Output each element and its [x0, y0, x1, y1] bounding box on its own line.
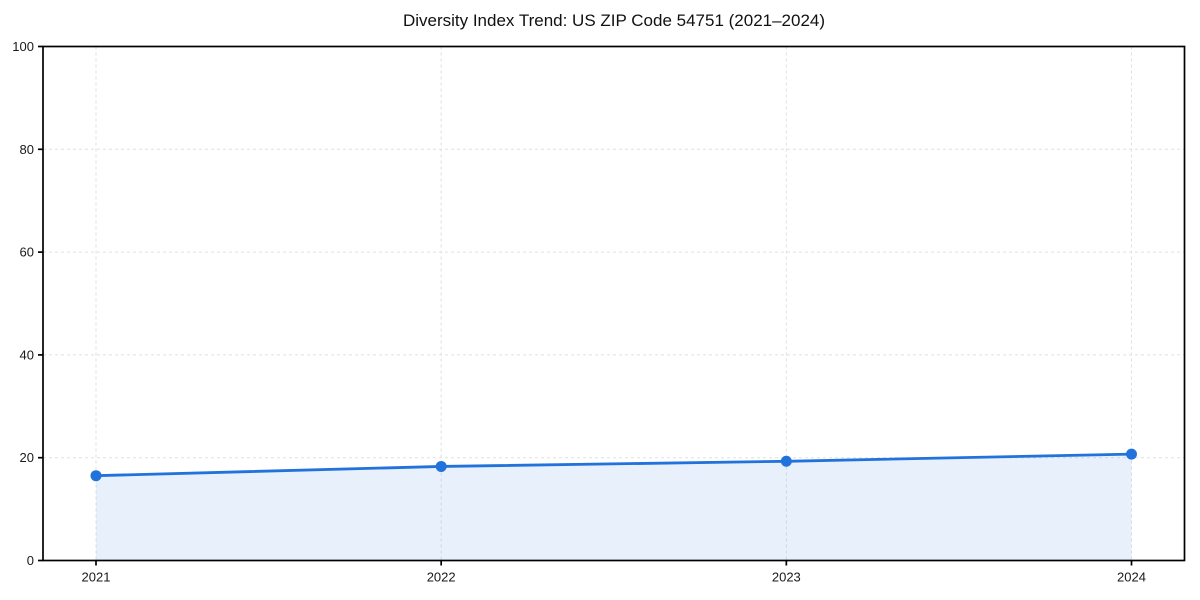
y-tick-label: 80	[20, 142, 34, 157]
y-tick-label: 100	[12, 39, 34, 54]
chart-title: Diversity Index Trend: US ZIP Code 54751…	[402, 11, 826, 30]
plot-border	[42, 45, 1186, 562]
y-tick-label: 40	[20, 347, 34, 362]
x-tick-label: 2021	[82, 570, 111, 585]
y-tick-label: 60	[20, 245, 34, 260]
y-tick-label: 20	[20, 450, 34, 465]
x-tick-label: 2023	[772, 570, 801, 585]
data-point-2024	[1126, 448, 1137, 460]
y-tick-label: 0	[27, 553, 34, 568]
area-fill	[96, 454, 1132, 561]
trend-line	[94, 452, 1133, 478]
data-point-2022	[435, 460, 447, 472]
x-tick-label: 2024	[1117, 570, 1146, 585]
data-point-2023	[780, 455, 792, 467]
x-tick-label: 2022	[427, 570, 456, 585]
data-point-2021	[90, 470, 102, 482]
